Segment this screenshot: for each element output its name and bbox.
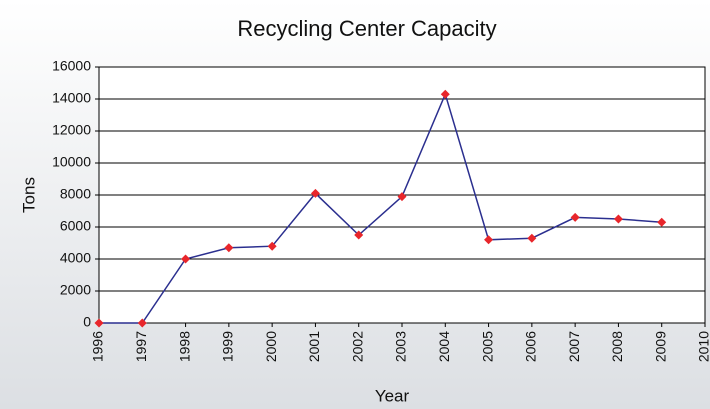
- marker: [397, 192, 407, 202]
- marker: [527, 233, 537, 243]
- marker: [267, 241, 277, 251]
- x-tick-label: 2004: [436, 331, 452, 362]
- y-tick-label: 6000: [60, 218, 91, 234]
- marker: [224, 243, 234, 253]
- marker: [354, 230, 364, 240]
- marker: [94, 318, 104, 328]
- x-tick-label: 1997: [133, 331, 149, 362]
- x-axis-title: Year: [375, 386, 410, 405]
- marker: [440, 89, 450, 99]
- chart-title: Recycling Center Capacity: [237, 16, 496, 41]
- x-tick-label: 2002: [349, 331, 365, 362]
- y-tick-label: 2000: [60, 282, 91, 298]
- x-tick-label: 2008: [609, 331, 625, 362]
- x-tick-label: 2006: [523, 331, 539, 362]
- marker: [310, 188, 320, 198]
- y-axis-title: Tons: [19, 177, 38, 213]
- y-tick-label: 0: [83, 314, 91, 330]
- y-tick-label: 16000: [52, 58, 91, 74]
- line: [99, 91, 662, 324]
- marker: [570, 212, 580, 222]
- marker: [137, 318, 147, 328]
- marker: [657, 217, 667, 227]
- x-tick-label: 2009: [652, 331, 668, 362]
- x-tick-label: 1996: [90, 331, 106, 362]
- marker: [613, 214, 623, 224]
- x-tick-label: 1999: [220, 331, 236, 362]
- x-tick-label: 2003: [393, 331, 409, 362]
- marker: [484, 235, 494, 245]
- y-tick-label: 10000: [52, 154, 91, 170]
- y-tick-label: 14000: [52, 90, 91, 106]
- x-tick-label: 1998: [176, 331, 192, 362]
- y-tick-label: 4000: [60, 250, 91, 266]
- x-tick-label: 2010: [696, 331, 710, 362]
- y-tick-label: 8000: [60, 186, 91, 202]
- x-tick-label: 2005: [479, 331, 495, 362]
- marker: [181, 254, 191, 264]
- x-tick-label: 2000: [263, 331, 279, 362]
- y-tick-label: 12000: [52, 122, 91, 138]
- x-tick-label: 2007: [566, 331, 582, 362]
- x-tick-label: 2001: [306, 331, 322, 362]
